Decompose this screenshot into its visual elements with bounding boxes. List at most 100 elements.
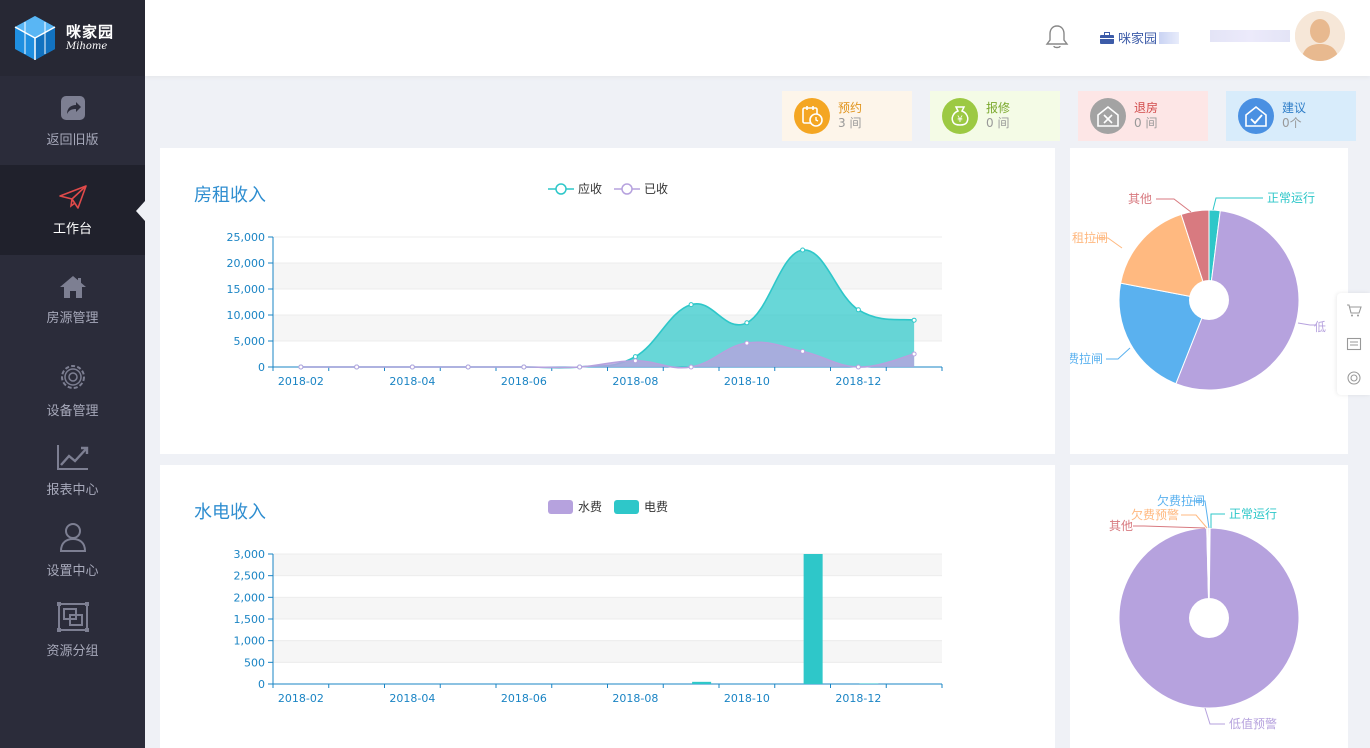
sidebar-item-resource-group[interactable]: 资源分组: [0, 585, 145, 675]
bar: [692, 681, 712, 684]
sidebar-item-devices[interactable]: 设备管理: [0, 345, 145, 435]
cart-icon: [1346, 304, 1362, 317]
legend-item-receivable[interactable]: 应收: [548, 180, 602, 197]
pie-label-line: [1133, 525, 1206, 529]
y-tick-label: 2,000: [234, 591, 266, 604]
data-point: [800, 247, 806, 253]
data-point: [744, 340, 750, 346]
toolbox-cart-button[interactable]: [1337, 293, 1370, 327]
y-tick-label: 20,000: [227, 257, 266, 270]
bell-icon: [1045, 25, 1069, 49]
group-icon: [56, 601, 89, 632]
pie-label-line: [1094, 237, 1123, 249]
pie-slice: [1175, 210, 1300, 391]
rent-legend: 应收 已收: [548, 180, 680, 197]
x-tick-label: 2018-12: [835, 692, 881, 705]
pie-label-line: [1210, 513, 1225, 528]
username-redacted[interactable]: [1210, 30, 1290, 42]
grid-band: [273, 554, 942, 576]
legend-item-electricity[interactable]: 电费: [614, 498, 668, 515]
x-tick-label: 2018-06: [501, 375, 547, 388]
grid-band: [273, 640, 942, 663]
sidebar-item-label: 工作台: [52, 221, 92, 237]
logo[interactable]: 咪家园 Mihome: [0, 0, 145, 76]
rent-income-panel: 房租收入 应收 已收 0 5,000 10,000 15,000 20,000 25,00…: [160, 148, 1055, 454]
series-area: [300, 342, 915, 368]
y-tick-label: 1,000: [234, 635, 266, 648]
sidebar-item-settings[interactable]: 设置中心: [0, 505, 145, 595]
data-point: [688, 302, 694, 308]
panel-title: 水电收入: [194, 502, 266, 523]
avatar[interactable]: [1295, 11, 1345, 61]
calendar-clock-icon: [802, 106, 823, 127]
trend-chart-icon: [56, 444, 88, 470]
data-point: [855, 364, 861, 370]
quick-card-label: 报修: [986, 101, 1011, 115]
paper-plane-icon: [58, 184, 87, 209]
pie-label: 其他: [1109, 519, 1133, 533]
data-point: [632, 354, 638, 360]
y-tick-label: 500: [244, 656, 265, 669]
toolbox-restore-button[interactable]: [1337, 361, 1370, 395]
sidebar-item-label: 房源管理: [46, 310, 99, 326]
data-point: [465, 364, 471, 370]
toolbox-data-view-button[interactable]: [1337, 327, 1370, 361]
x-tick-label: 2018-08: [612, 692, 658, 705]
sidebar-item-back-old[interactable]: 返回旧版: [0, 76, 145, 166]
x-tick-label: 2018-02: [278, 375, 324, 388]
pie-label: 欠费拉闸: [1157, 493, 1205, 508]
sidebar-item-label: 设备管理: [46, 403, 99, 419]
quick-card-checkout[interactable]: 退房 0 间: [1078, 91, 1208, 141]
legend-item-water[interactable]: 水费: [548, 498, 602, 515]
quick-card-count: 3 间: [838, 116, 862, 130]
sidebar-item-housing[interactable]: 房源管理: [0, 255, 145, 345]
x-tick-label: 2018-10: [724, 375, 770, 388]
series-area: [300, 249, 915, 368]
share-back-icon: [60, 95, 85, 120]
data-point: [298, 364, 304, 370]
series-line: [300, 341, 915, 369]
brand-subtitle: Mihome: [66, 40, 108, 52]
legend-item-received[interactable]: 已收: [614, 180, 668, 197]
quick-card-count: 0个: [1282, 116, 1302, 130]
legend-label: 水费: [578, 500, 603, 514]
pie-label: 低: [1314, 320, 1326, 334]
quick-card-repair[interactable]: ¥ 报修 0 间: [930, 91, 1060, 141]
quick-card-reservation[interactable]: 预约 3 间: [782, 91, 912, 141]
legend-label: 电费: [644, 500, 669, 514]
x-tick-label: 2018-08: [612, 375, 658, 388]
svg-text:¥: ¥: [957, 115, 963, 125]
brand-name: 咪家园: [66, 22, 115, 41]
y-tick-label: 5,000: [234, 335, 266, 348]
y-tick-label: 3,000: [234, 548, 266, 561]
device-status-pie-panel: 正常运行低费拉闸 租拉闸 其他: [1070, 148, 1348, 454]
pie-slice: [1180, 209, 1210, 301]
header: 咪家园: [145, 0, 1370, 76]
y-tick-label: 10,000: [227, 309, 266, 322]
legend-line-marker-icon: [614, 182, 641, 195]
sidebar-item-reports[interactable]: 报表中心: [0, 425, 145, 515]
data-point: [744, 320, 750, 326]
quick-card-suggestion[interactable]: 建议 0个: [1226, 91, 1356, 141]
data-point: [354, 364, 360, 370]
pie-label: 其他: [1128, 192, 1152, 206]
company-name-redacted: [1159, 31, 1180, 44]
sidebar-item-label: 返回旧版: [46, 132, 99, 148]
pie-label-line: [1190, 500, 1210, 529]
company-switcher[interactable]: 咪家园: [1100, 28, 1180, 47]
gear-icon: [60, 364, 85, 389]
rent-income-chart: 0 5,000 10,000 15,000 20,000 25,000 2018-02 201…: [227, 231, 943, 388]
pie-label-line: [1204, 707, 1225, 725]
pie-hole: [1189, 280, 1229, 320]
data-point: [688, 364, 694, 370]
device-status-pie-panel-2: 正常运行 低值预警 欠费拉闸 欠费预警 其他: [1070, 465, 1348, 748]
x-tick-label: 2018-02: [278, 692, 324, 705]
legend-swatch: [614, 499, 640, 514]
y-tick-label: 15,000: [227, 283, 266, 296]
x-tick-label: 2018-10: [724, 692, 770, 705]
hexagon-logo-icon: [14, 16, 56, 60]
notification-button[interactable]: [1045, 24, 1069, 54]
sidebar-item-workbench[interactable]: 工作台: [0, 165, 145, 255]
y-tick-label: 0: [258, 678, 265, 691]
y-tick-label: 25,000: [227, 231, 266, 244]
